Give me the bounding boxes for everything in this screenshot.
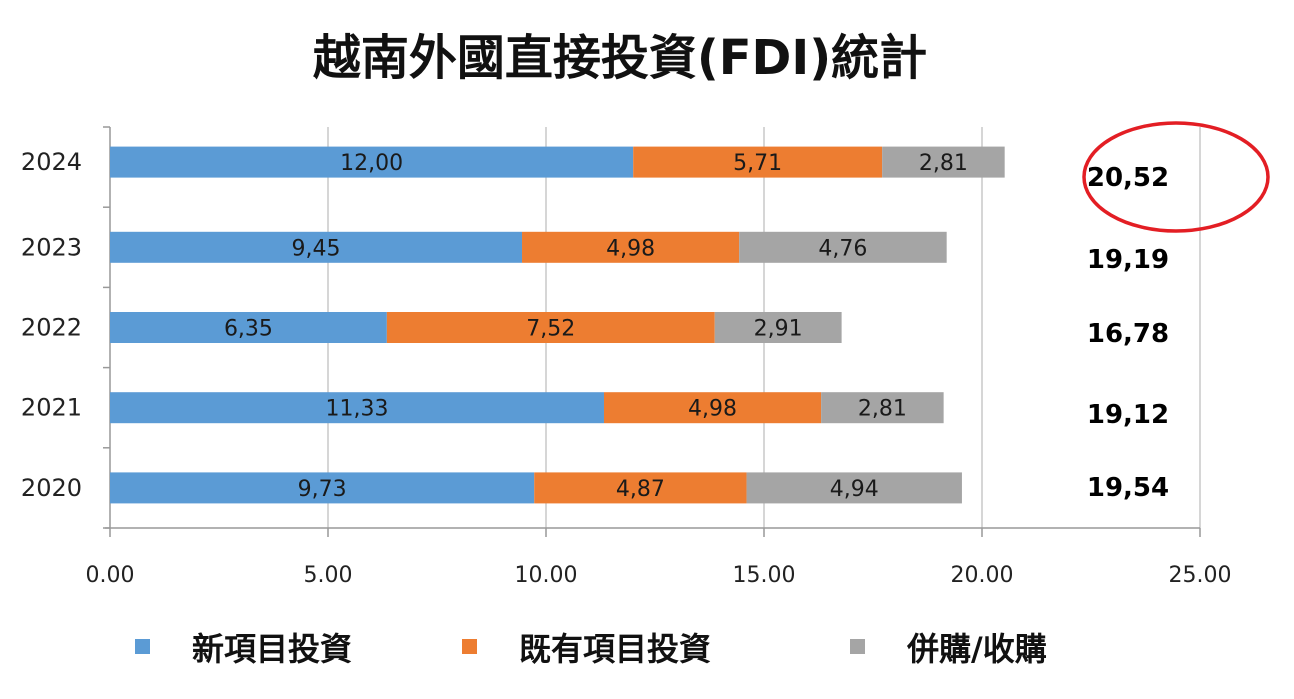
highlight-circle — [1082, 121, 1270, 233]
data-label: 12,00 — [340, 151, 403, 176]
legend-swatch — [850, 639, 865, 654]
y-category-label: 2023 — [21, 233, 82, 261]
bar-segment — [110, 472, 535, 504]
bar-segment — [110, 146, 634, 178]
legend-label: 併購/收購 — [906, 630, 1047, 668]
y-category-label: 2022 — [21, 314, 82, 342]
bar-segment — [746, 472, 962, 504]
x-tick-label: 25.00 — [1169, 563, 1232, 588]
total-label: 19,12 — [1087, 400, 1169, 430]
data-label: 2,91 — [754, 317, 803, 342]
data-label: 4,98 — [688, 397, 737, 422]
bar-segment — [714, 312, 842, 343]
data-label: 11,33 — [326, 397, 389, 422]
legend-label: 既有項目投資 — [519, 630, 711, 668]
data-label: 9,73 — [298, 477, 347, 502]
bar-segment — [534, 472, 747, 504]
x-tick-label: 15.00 — [733, 563, 796, 588]
legend-swatch — [135, 639, 150, 654]
bar-segment — [110, 312, 387, 343]
x-tick-label: 10.00 — [515, 563, 578, 588]
data-label: 2,81 — [858, 397, 907, 422]
total-label: 19,54 — [1087, 473, 1169, 503]
bar-segment — [739, 231, 947, 263]
total-label: 16,78 — [1087, 319, 1169, 349]
data-label: 7,52 — [526, 317, 575, 342]
legend-swatch — [462, 639, 477, 654]
data-label: 2,81 — [919, 151, 968, 176]
y-category-label: 2020 — [21, 474, 82, 502]
legend-label: 新項目投資 — [192, 630, 352, 668]
bar-segment — [882, 146, 1005, 178]
bar-segment — [110, 231, 523, 263]
bar-segment — [633, 146, 883, 178]
data-label: 4,76 — [818, 236, 867, 261]
y-category-label: 2021 — [21, 394, 82, 422]
data-label: 6,35 — [224, 317, 273, 342]
y-category-label: 2024 — [21, 148, 82, 176]
chart-title: 越南外國直接投資(FDI)統計 — [312, 30, 928, 86]
data-label: 9,45 — [292, 236, 341, 261]
bar-segment — [603, 392, 822, 424]
x-tick-label: 20.00 — [951, 563, 1014, 588]
bar-segment — [110, 392, 604, 424]
bar-segment — [821, 392, 944, 424]
x-tick-label: 5.00 — [304, 563, 353, 588]
total-label: 19,19 — [1087, 245, 1169, 275]
data-label: 5,71 — [733, 151, 782, 176]
x-tick-label: 0.00 — [86, 563, 135, 588]
data-label: 4,94 — [830, 477, 879, 502]
bar-segment — [522, 231, 740, 263]
total-label: 20,52 — [1087, 163, 1169, 193]
data-label: 4,87 — [616, 477, 665, 502]
bar-segment — [386, 312, 715, 343]
data-label: 4,98 — [606, 236, 655, 261]
